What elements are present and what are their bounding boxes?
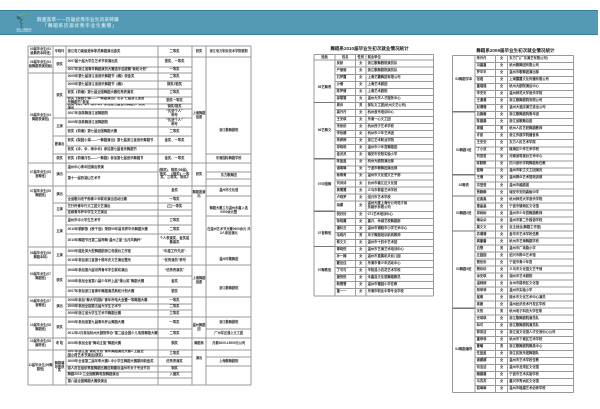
svg-text:WENZHOU UNIVERSITY: WENZHOU UNIVERSITY bbox=[16, 31, 31, 32]
svg-text:温州大学舞蹈学系: 温州大学舞蹈学系 bbox=[16, 27, 31, 31]
